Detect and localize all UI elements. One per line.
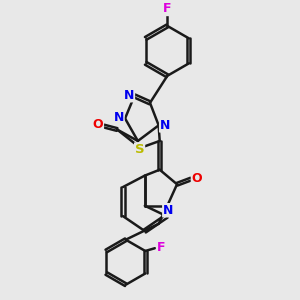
Text: N: N — [163, 204, 173, 217]
Text: O: O — [191, 172, 202, 185]
Text: S: S — [135, 143, 144, 156]
Text: O: O — [93, 118, 103, 131]
Text: N: N — [114, 111, 124, 124]
Text: N: N — [124, 89, 134, 102]
Text: N: N — [160, 119, 170, 132]
Text: F: F — [163, 2, 172, 15]
Text: F: F — [157, 241, 165, 254]
